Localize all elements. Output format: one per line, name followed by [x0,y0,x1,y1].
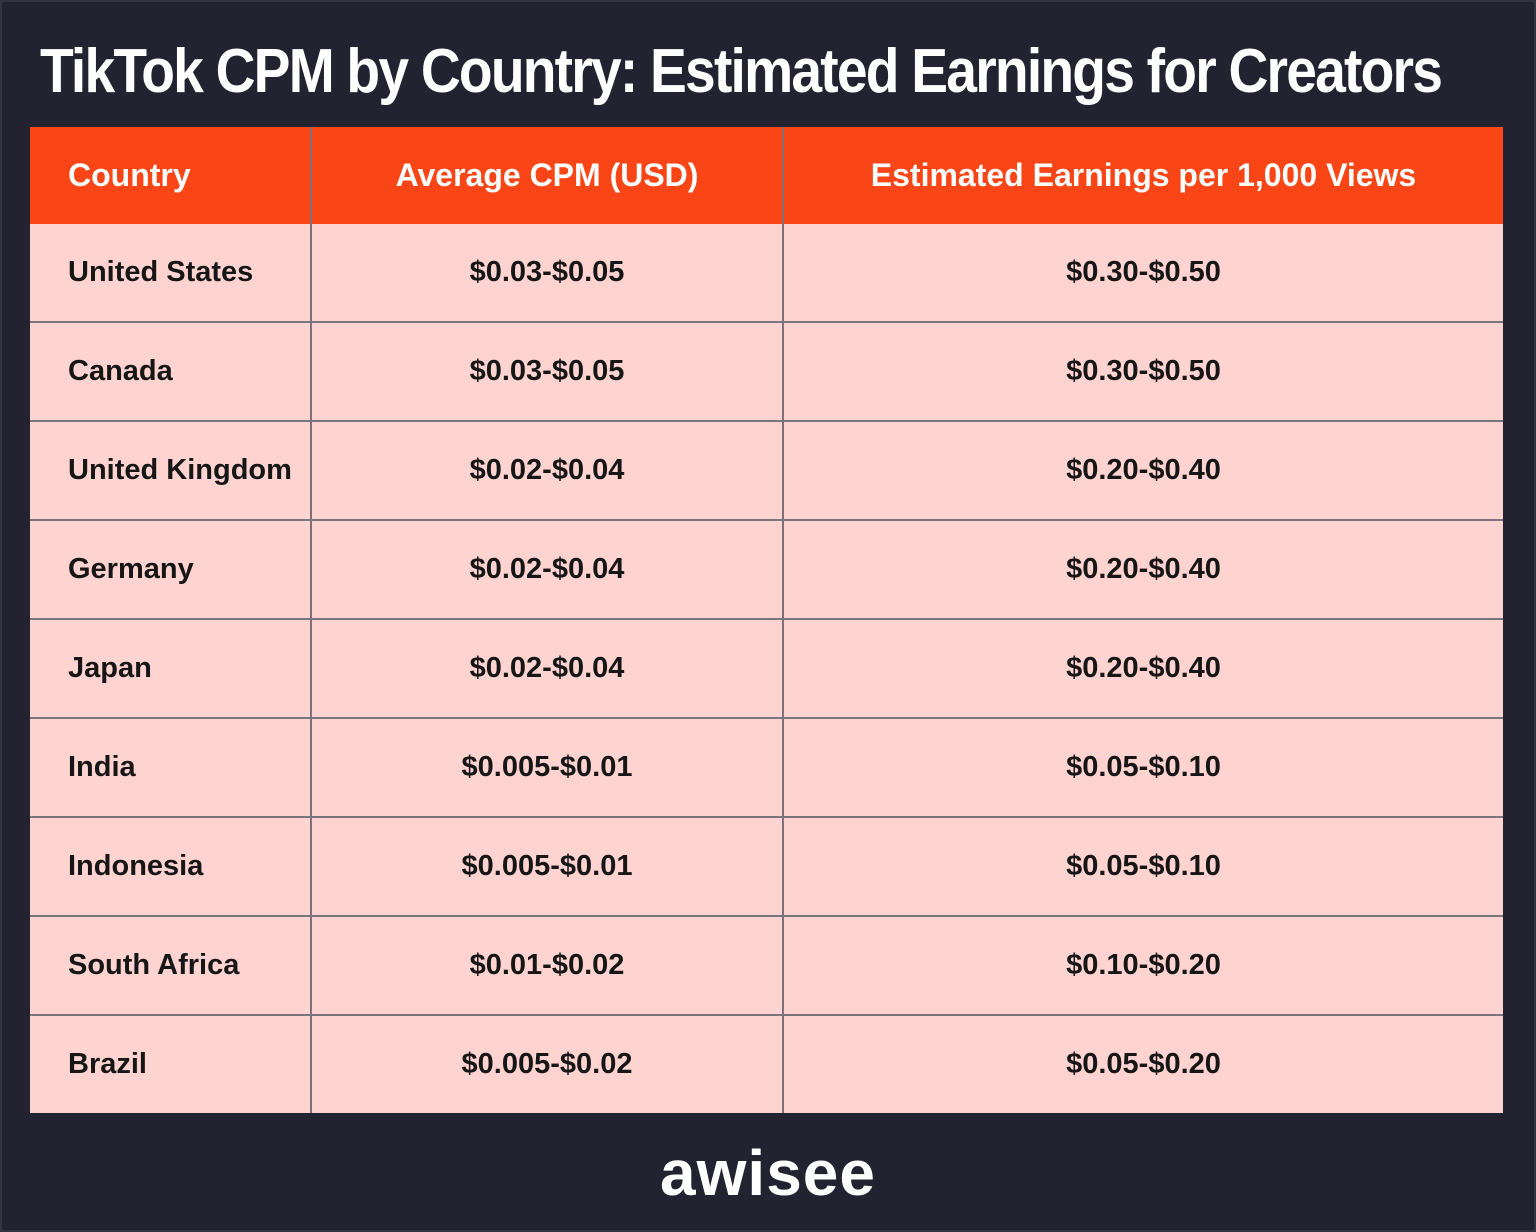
cpm-cell: $0.02-$0.04 [310,620,782,717]
country-cell: United States [68,256,254,288]
earnings-cell: $0.20-$0.40 [782,521,1503,618]
table-header-row: Country Average CPM (USD) Estimated Earn… [30,127,1503,224]
table-row: Germany $0.02-$0.04 $0.20-$0.40 [30,519,1503,618]
country-cell: United Kingdom [68,454,292,486]
country-cell: Japan [68,652,152,684]
earnings-cell: $0.05-$0.10 [782,818,1503,915]
page-title: TikTok CPM by Country: Estimated Earning… [40,37,1443,106]
country-cell: India [68,751,136,783]
column-header-earnings: Estimated Earnings per 1,000 Views [782,127,1503,224]
earnings-cell: $0.05-$0.20 [782,1016,1503,1113]
awisee-logo: awisee [660,1136,876,1209]
country-cell: Brazil [68,1048,147,1080]
cpm-cell: $0.01-$0.02 [310,917,782,1014]
earnings-cell: $0.20-$0.40 [782,620,1503,717]
cpm-cell: $0.03-$0.05 [310,224,782,321]
earnings-cell: $0.30-$0.50 [782,323,1503,420]
table-row: Indonesia $0.005-$0.01 $0.05-$0.10 [30,816,1503,915]
earnings-cell: $0.10-$0.20 [782,917,1503,1014]
cpm-cell: $0.005-$0.01 [310,818,782,915]
column-header-country: Country [68,157,191,193]
earnings-cell: $0.30-$0.50 [782,224,1503,321]
cpm-table: Country Average CPM (USD) Estimated Earn… [30,127,1503,1113]
country-cell: Canada [68,355,173,387]
country-cell: Indonesia [68,850,204,882]
country-cell: Germany [68,553,194,585]
country-cell: South Africa [68,949,240,981]
table-row: India $0.005-$0.01 $0.05-$0.10 [30,717,1503,816]
table-body: United States $0.03-$0.05 $0.30-$0.50 Ca… [30,224,1503,1113]
table-row: Japan $0.02-$0.04 $0.20-$0.40 [30,618,1503,717]
earnings-cell: $0.20-$0.40 [782,422,1503,519]
table-row: Canada $0.03-$0.05 $0.30-$0.50 [30,321,1503,420]
table-row: United Kingdom $0.02-$0.04 $0.20-$0.40 [30,420,1503,519]
cpm-cell: $0.02-$0.04 [310,422,782,519]
cpm-cell: $0.02-$0.04 [310,521,782,618]
table-row: Brazil $0.005-$0.02 $0.05-$0.20 [30,1014,1503,1113]
earnings-cell: $0.05-$0.10 [782,719,1503,816]
table-row: South Africa $0.01-$0.02 $0.10-$0.20 [30,915,1503,1014]
table-row: United States $0.03-$0.05 $0.30-$0.50 [30,224,1503,321]
footer: awisee [0,1113,1536,1232]
cpm-cell: $0.005-$0.02 [310,1016,782,1113]
cpm-cell: $0.005-$0.01 [310,719,782,816]
cpm-cell: $0.03-$0.05 [310,323,782,420]
column-header-cpm: Average CPM (USD) [310,127,782,224]
